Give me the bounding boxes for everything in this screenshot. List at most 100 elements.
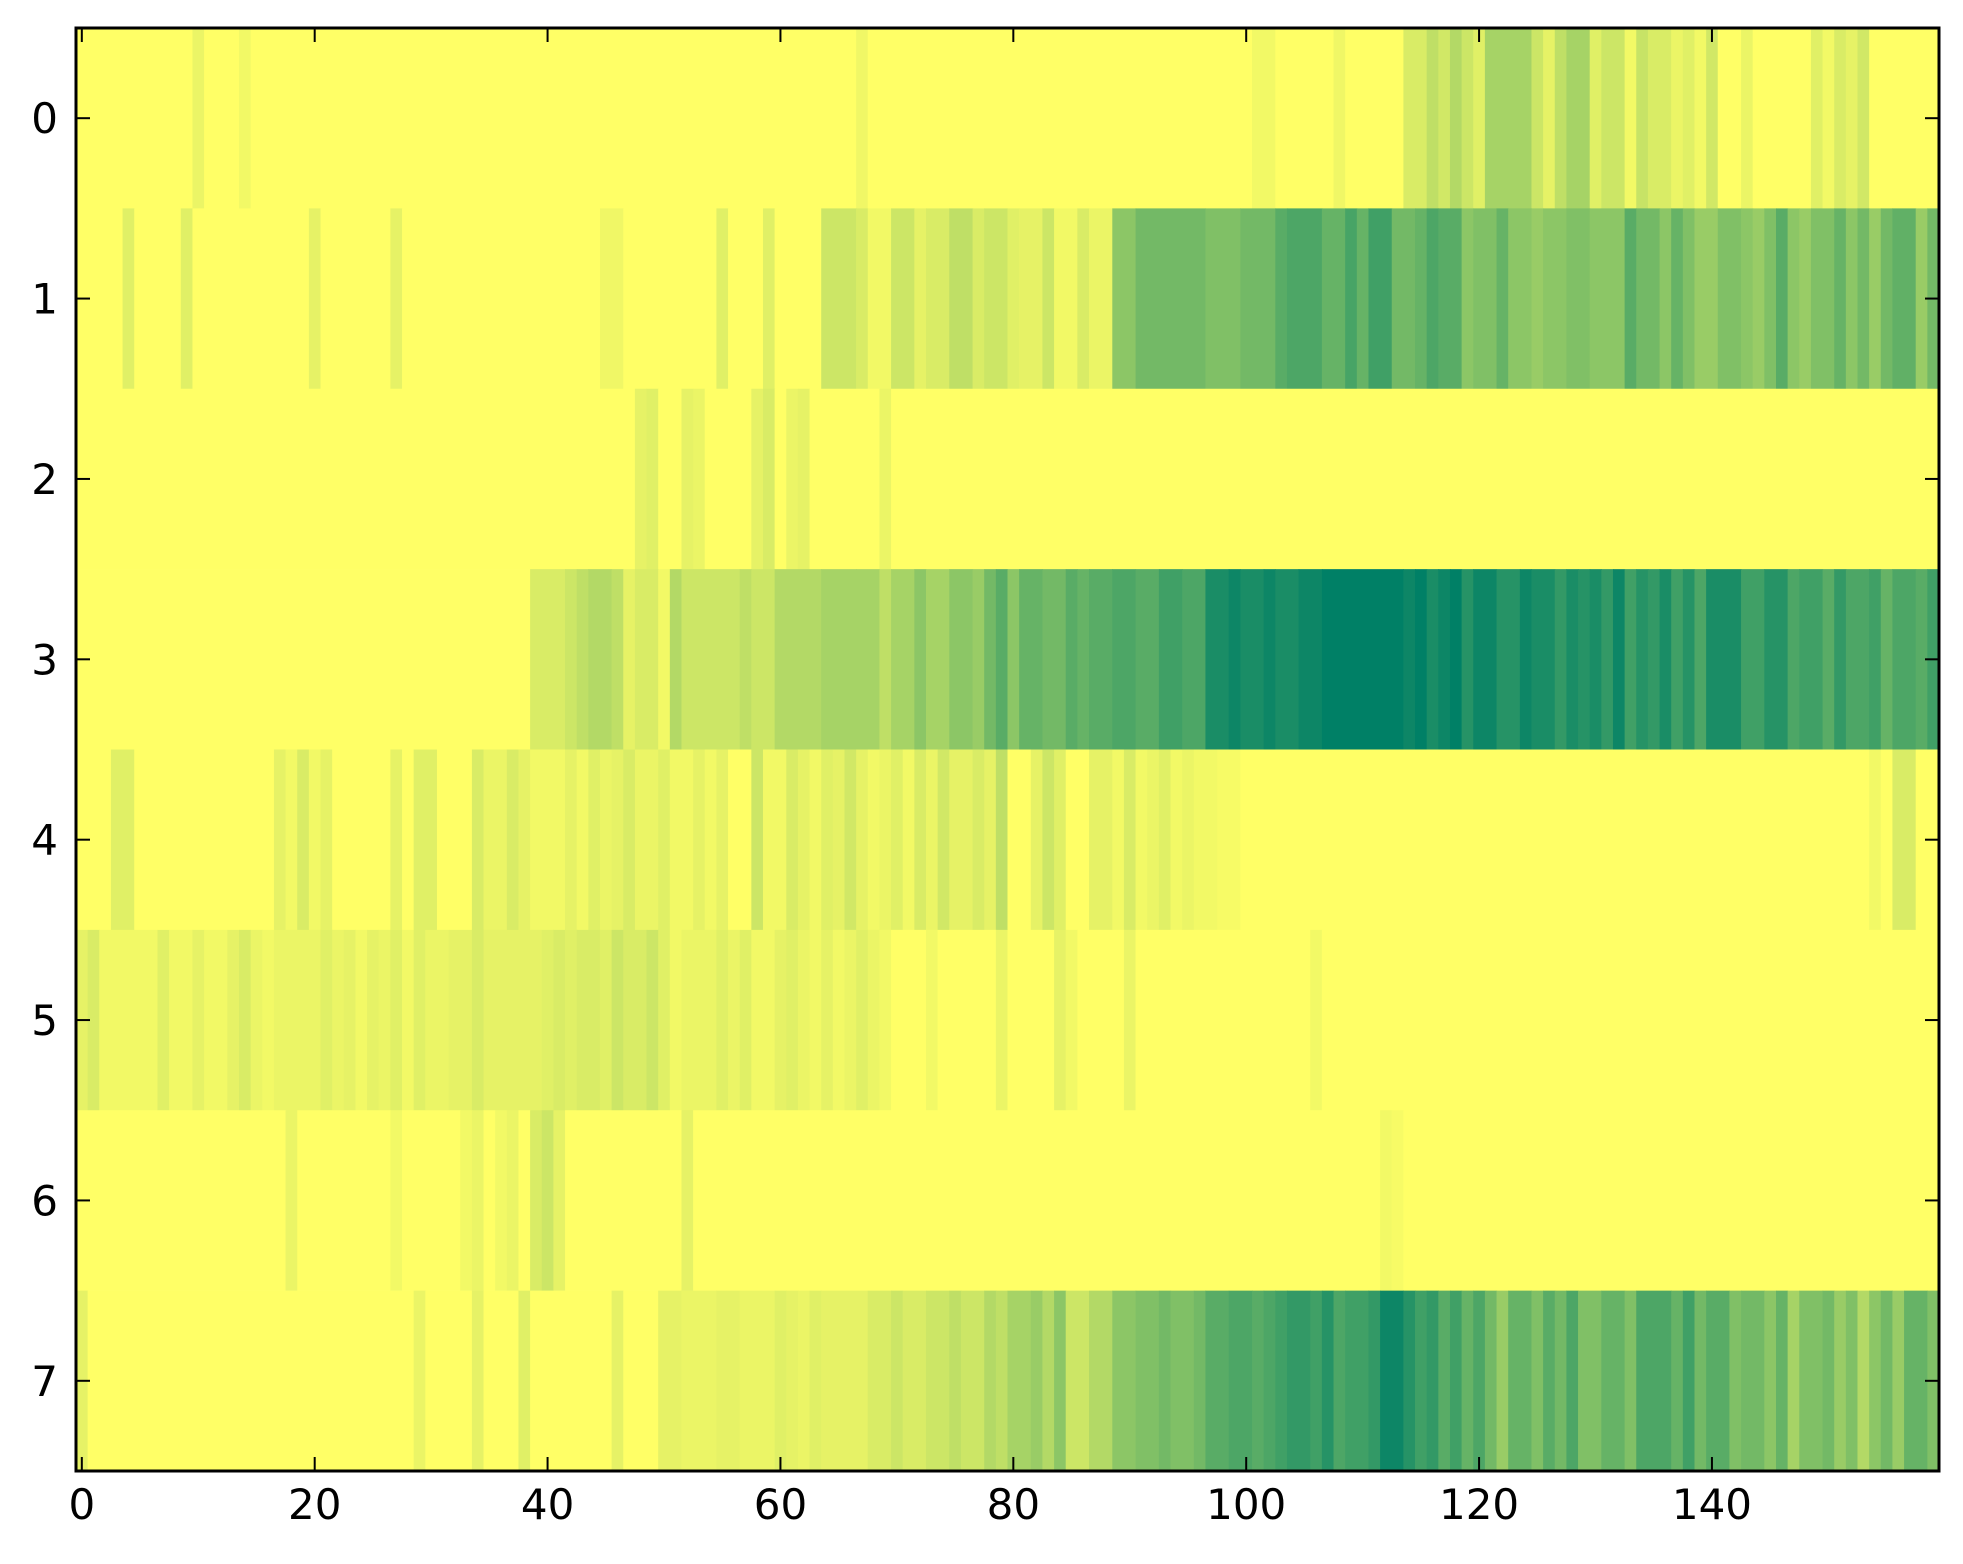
heatmap-cell <box>250 28 857 209</box>
heatmap-cell <box>588 749 601 931</box>
heatmap-cell <box>1042 569 1067 750</box>
x-tick-label: 100 <box>1206 1480 1286 1529</box>
heatmap-cell <box>1147 749 1160 931</box>
heatmap-cell <box>1403 569 1416 750</box>
heatmap-cell <box>541 1110 554 1291</box>
heatmap-cell <box>76 28 194 209</box>
heatmap-cell <box>611 749 624 931</box>
heatmap-cell <box>308 749 322 931</box>
heatmap-cell <box>1869 569 1882 750</box>
heatmap-cell <box>506 1110 520 1291</box>
heatmap-cell <box>1671 208 1684 390</box>
heatmap-cell <box>658 749 671 931</box>
heatmap-cell <box>530 1290 613 1472</box>
heatmap-cell <box>1461 28 1474 209</box>
heatmap-cell <box>623 929 648 1111</box>
heatmap-cell <box>681 1110 694 1291</box>
heatmap-cell <box>1741 569 1765 750</box>
heatmap-cell <box>1310 1290 1323 1472</box>
heatmap-cell <box>1089 569 1113 750</box>
heatmap-cell <box>995 749 1009 931</box>
heatmap-cell <box>786 749 799 931</box>
heatmap-cell <box>1089 749 1113 931</box>
heatmap-cell <box>1834 208 1847 390</box>
heatmap-cell <box>611 569 624 750</box>
heatmap-cell <box>658 929 671 1111</box>
heatmap-cell <box>134 749 275 931</box>
heatmap-cell <box>879 929 892 1111</box>
heatmap-cell <box>1193 1290 1207 1472</box>
heatmap-cell <box>1438 208 1463 390</box>
heatmap-cell <box>1554 28 1567 209</box>
heatmap-cell <box>76 1110 287 1291</box>
heatmap-cell <box>949 569 974 750</box>
heatmap-cell <box>1519 569 1533 750</box>
heatmap-cell <box>762 749 787 931</box>
heatmap-cell <box>1473 1290 1486 1472</box>
heatmap-cell <box>1054 1290 1067 1472</box>
heatmap-cell <box>879 749 892 931</box>
heatmap-cell <box>1019 569 1044 750</box>
heatmap-cell <box>204 28 240 209</box>
heatmap-cell <box>797 388 811 570</box>
heatmap-cell <box>1822 569 1835 750</box>
heatmap-cell <box>1706 1290 1731 1472</box>
heatmap-cell <box>1508 1290 1533 1472</box>
heatmap-cell <box>1892 749 1917 931</box>
heatmap-cell <box>1566 28 1591 209</box>
heatmap-cell <box>751 569 776 750</box>
heatmap-cell <box>471 929 485 1111</box>
heatmap-cell <box>1880 1290 1894 1472</box>
heatmap-cell <box>1298 569 1323 750</box>
heatmap-cell <box>728 749 752 931</box>
heatmap-cell <box>1007 1290 1032 1472</box>
heatmap-cell <box>1240 569 1265 750</box>
x-tick-label: 60 <box>754 1480 807 1529</box>
heatmap-cell <box>1636 28 1649 209</box>
heatmap-cell <box>1717 208 1742 390</box>
heatmap-cell <box>1845 569 1870 750</box>
heatmap-cell <box>611 1290 624 1472</box>
heatmap-cell <box>1647 28 1672 209</box>
heatmap-cell <box>1112 208 1137 390</box>
heatmap-cell <box>1869 749 1882 931</box>
heatmap-cell <box>1461 569 1474 750</box>
heatmap-cell <box>1741 1290 1765 1472</box>
heatmap-cell <box>565 929 578 1111</box>
heatmap-cell <box>1845 208 1859 390</box>
tick-labels: 0 20 40 60 80 100 120 140 0 1 2 3 4 5 6 7 <box>31 94 1752 1529</box>
heatmap-cell <box>937 749 950 931</box>
heatmap-cell <box>1112 569 1137 750</box>
heatmap-cell <box>867 749 881 931</box>
heatmap-cell <box>1054 929 1067 1111</box>
y-tick-label: 3 <box>31 635 58 684</box>
heatmap-cell <box>914 569 927 750</box>
heatmap-cell <box>658 388 683 570</box>
heatmap-cell <box>122 208 135 390</box>
heatmap-cell <box>1170 749 1183 931</box>
heatmap-cell <box>599 749 613 931</box>
heatmap-cell <box>1158 569 1183 750</box>
heatmap-cell <box>867 1290 892 1472</box>
heatmap-cell <box>390 929 403 1111</box>
heatmap-cell <box>1205 569 1230 750</box>
heatmap-cell <box>518 1110 531 1291</box>
heatmap-cell <box>541 929 554 1111</box>
heatmap-cell <box>716 1290 741 1472</box>
heatmap-cell <box>76 388 636 570</box>
heatmap-cell <box>867 208 892 390</box>
heatmap-cell <box>1531 28 1544 209</box>
heatmap-cell <box>1892 1290 1905 1472</box>
heatmap-cell <box>576 569 589 750</box>
heatmap-cell <box>285 1110 298 1291</box>
heatmap-cell <box>786 1290 799 1472</box>
y-tick-label: 6 <box>31 1176 58 1225</box>
heatmap-cell <box>925 1290 950 1472</box>
heatmap-cell <box>1717 28 1742 209</box>
heatmap-cell <box>693 388 706 570</box>
heatmap-cell <box>1694 208 1719 390</box>
heatmap-cell <box>1065 929 1078 1111</box>
heatmap-cell <box>1484 1290 1498 1472</box>
heatmap-cell <box>786 929 799 1111</box>
heatmap-cell <box>844 929 857 1111</box>
